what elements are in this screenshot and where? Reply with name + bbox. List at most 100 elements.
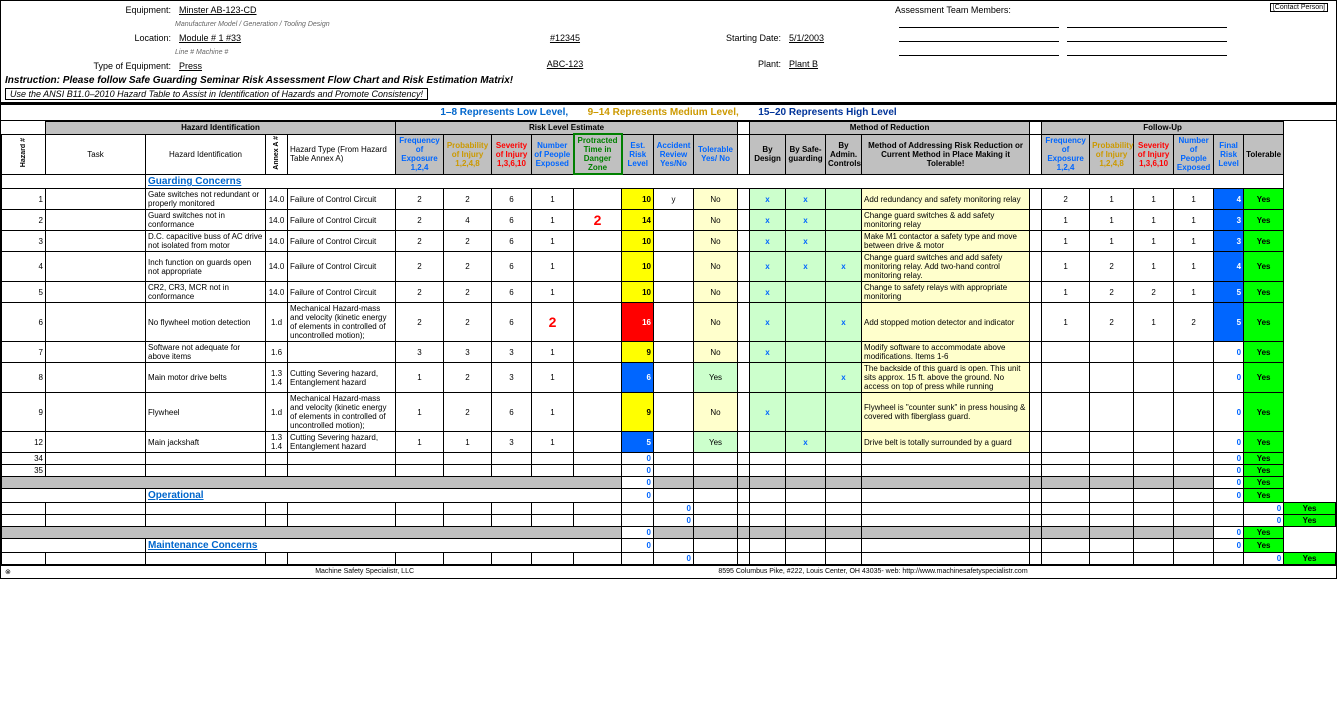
table-cell[interactable]: Cutting Severing hazard, Entanglement ha… bbox=[288, 432, 396, 453]
table-cell[interactable] bbox=[46, 515, 146, 527]
table-cell[interactable] bbox=[1090, 539, 1134, 553]
table-cell[interactable] bbox=[1174, 342, 1214, 363]
table-cell[interactable] bbox=[826, 527, 862, 539]
table-cell[interactable] bbox=[146, 453, 266, 465]
table-cell[interactable]: 14.0 bbox=[266, 282, 288, 303]
table-cell[interactable] bbox=[46, 252, 146, 282]
table-cell[interactable]: 0 bbox=[622, 477, 654, 489]
table-cell[interactable] bbox=[1134, 503, 1174, 515]
table-cell[interactable]: Change guard switches & add safety monit… bbox=[862, 210, 1030, 231]
table-cell[interactable]: 5 bbox=[2, 282, 46, 303]
table-cell[interactable] bbox=[1030, 231, 1042, 252]
table-cell[interactable]: 1 bbox=[1042, 210, 1090, 231]
table-cell[interactable] bbox=[654, 282, 694, 303]
table-cell[interactable]: 3 bbox=[492, 363, 532, 393]
table-cell[interactable] bbox=[622, 503, 654, 515]
table-cell[interactable]: Mechanical Hazard-mass and velocity (kin… bbox=[288, 303, 396, 342]
table-cell[interactable] bbox=[1030, 282, 1042, 303]
table-cell[interactable] bbox=[826, 189, 862, 210]
table-cell[interactable]: 1 bbox=[396, 393, 444, 432]
table-cell[interactable] bbox=[46, 303, 146, 342]
table-cell[interactable] bbox=[694, 539, 738, 553]
table-cell[interactable] bbox=[1134, 515, 1174, 527]
table-cell[interactable]: Mechanical Hazard-mass and velocity (kin… bbox=[288, 393, 396, 432]
table-cell[interactable]: Main motor drive belts bbox=[146, 363, 266, 393]
table-cell[interactable]: 1.d bbox=[266, 393, 288, 432]
table-cell[interactable]: 2 bbox=[444, 393, 492, 432]
table-cell[interactable]: 6 bbox=[2, 303, 46, 342]
table-cell[interactable]: Failure of Control Circuit bbox=[288, 252, 396, 282]
table-cell[interactable]: 34 bbox=[2, 453, 46, 465]
table-cell[interactable] bbox=[1090, 527, 1134, 539]
table-cell[interactable] bbox=[574, 465, 622, 477]
table-cell[interactable] bbox=[826, 539, 862, 553]
table-cell[interactable] bbox=[46, 282, 146, 303]
table-cell[interactable] bbox=[574, 252, 622, 282]
table-cell[interactable] bbox=[146, 515, 266, 527]
table-cell[interactable] bbox=[1030, 503, 1042, 515]
table-cell[interactable] bbox=[1030, 252, 1042, 282]
table-cell[interactable] bbox=[1174, 453, 1214, 465]
table-cell[interactable]: 3 bbox=[2, 231, 46, 252]
table-cell[interactable] bbox=[738, 210, 750, 231]
team-member-5[interactable] bbox=[899, 46, 1059, 56]
table-cell[interactable]: x bbox=[786, 252, 826, 282]
table-cell[interactable] bbox=[738, 432, 750, 453]
table-cell[interactable]: 8 bbox=[2, 363, 46, 393]
table-cell[interactable]: No bbox=[694, 342, 738, 363]
table-cell[interactable]: Guard switches not in conformance bbox=[146, 210, 266, 231]
table-cell[interactable] bbox=[444, 553, 492, 565]
table-cell[interactable]: 1 bbox=[532, 210, 574, 231]
table-cell[interactable] bbox=[738, 342, 750, 363]
table-cell[interactable] bbox=[1030, 189, 1042, 210]
table-cell[interactable]: 6 bbox=[492, 231, 532, 252]
table-cell[interactable] bbox=[786, 342, 826, 363]
table-cell[interactable]: 5 bbox=[622, 432, 654, 453]
table-cell[interactable]: 10 bbox=[622, 282, 654, 303]
table-cell[interactable] bbox=[492, 503, 532, 515]
table-cell[interactable]: 2 bbox=[2, 210, 46, 231]
table-cell[interactable]: 0 bbox=[622, 489, 654, 503]
table-cell[interactable]: 3 bbox=[492, 432, 532, 453]
table-cell[interactable]: x bbox=[786, 210, 826, 231]
table-cell[interactable] bbox=[396, 515, 444, 527]
table-cell[interactable] bbox=[574, 553, 622, 565]
table-cell[interactable] bbox=[786, 363, 826, 393]
table-cell[interactable] bbox=[574, 282, 622, 303]
table-cell[interactable] bbox=[1134, 342, 1174, 363]
table-cell[interactable] bbox=[1042, 527, 1090, 539]
table-cell[interactable] bbox=[654, 393, 694, 432]
table-cell[interactable] bbox=[862, 527, 1030, 539]
table-cell[interactable]: 14.0 bbox=[266, 189, 288, 210]
table-cell[interactable]: 6 bbox=[492, 210, 532, 231]
table-cell[interactable] bbox=[654, 363, 694, 393]
table-cell[interactable]: 1 bbox=[1174, 252, 1214, 282]
table-cell[interactable]: 7 bbox=[2, 342, 46, 363]
table-cell[interactable] bbox=[396, 465, 444, 477]
table-cell[interactable]: x bbox=[826, 303, 862, 342]
table-cell[interactable]: No bbox=[694, 252, 738, 282]
table-cell[interactable]: 1 bbox=[1134, 303, 1174, 342]
table-cell[interactable] bbox=[738, 503, 750, 515]
table-cell[interactable] bbox=[738, 477, 750, 489]
table-cell[interactable] bbox=[266, 453, 288, 465]
table-cell[interactable] bbox=[574, 393, 622, 432]
table-cell[interactable] bbox=[444, 515, 492, 527]
table-cell[interactable]: 16 bbox=[622, 303, 654, 342]
table-cell[interactable]: 3 bbox=[1214, 210, 1244, 231]
table-cell[interactable]: Failure of Control Circuit bbox=[288, 282, 396, 303]
table-cell[interactable] bbox=[532, 465, 574, 477]
table-cell[interactable]: 14.0 bbox=[266, 210, 288, 231]
table-cell[interactable]: 2 bbox=[396, 210, 444, 231]
table-cell[interactable] bbox=[1134, 489, 1174, 503]
table-cell[interactable] bbox=[1030, 393, 1042, 432]
table-cell[interactable]: 2 bbox=[574, 210, 622, 231]
table-cell[interactable] bbox=[396, 553, 444, 565]
table-cell[interactable] bbox=[574, 515, 622, 527]
table-cell[interactable] bbox=[574, 303, 622, 342]
table-cell[interactable] bbox=[574, 189, 622, 210]
table-cell[interactable] bbox=[826, 231, 862, 252]
table-cell[interactable] bbox=[654, 432, 694, 453]
table-cell[interactable] bbox=[396, 503, 444, 515]
table-cell[interactable] bbox=[574, 342, 622, 363]
